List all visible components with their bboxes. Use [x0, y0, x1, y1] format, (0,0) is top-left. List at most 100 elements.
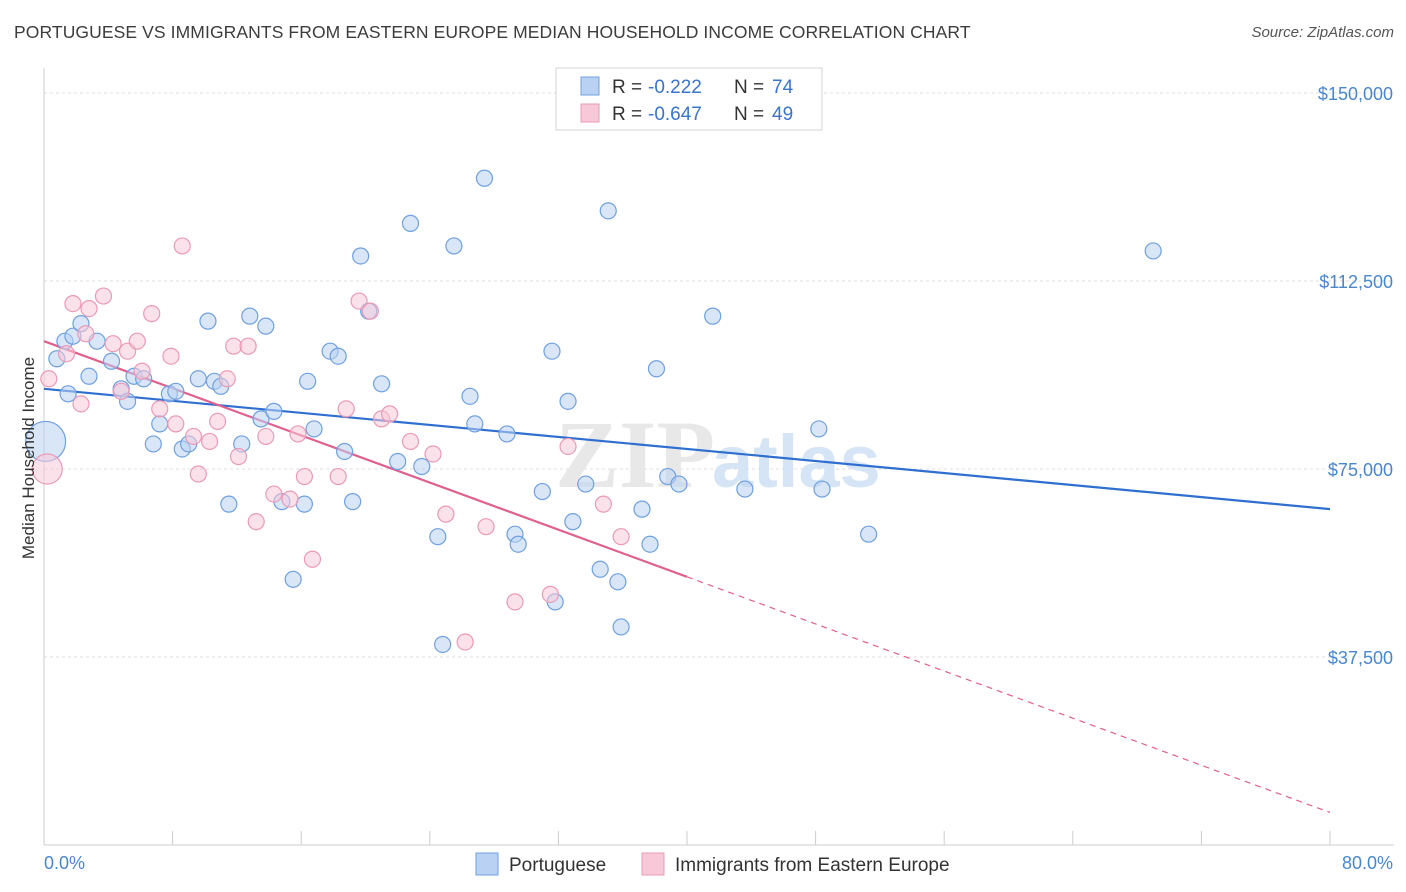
point-portuguese — [241, 307, 259, 325]
point-eastern-europe — [200, 432, 219, 451]
watermark-zip: ZIP — [555, 401, 715, 508]
point-eastern-europe — [303, 550, 322, 568]
point-portuguese — [144, 435, 162, 453]
point-portuguese — [220, 495, 238, 513]
point-eastern-europe — [401, 432, 420, 451]
point-portuguese — [461, 387, 479, 405]
point-portuguese — [401, 214, 420, 232]
legend-r-value: -0.647 — [648, 104, 702, 125]
point-portuguese — [670, 475, 688, 493]
point-eastern-europe — [112, 382, 130, 400]
point-portuguese — [265, 402, 283, 420]
point-portuguese — [299, 372, 317, 390]
point-eastern-europe — [64, 294, 82, 313]
point-portuguese — [1144, 242, 1162, 260]
point-portuguese — [704, 307, 722, 325]
point-portuguese — [860, 525, 878, 543]
point-eastern-europe — [229, 447, 248, 466]
point-portuguese — [59, 385, 77, 403]
series-legend: Portuguese Immigrants from Eastern Europe — [475, 852, 950, 876]
point-eastern-europe — [506, 593, 524, 611]
point-eastern-europe — [133, 362, 151, 380]
legend-n-label: N = — [734, 104, 764, 125]
stats-legend: R = -0.222 N = 74 R = -0.647 N = 49 — [555, 67, 823, 131]
source-label: Source: ZipAtlas.com — [1251, 24, 1394, 41]
point-eastern-europe — [541, 585, 559, 603]
trend-line-extension — [686, 576, 1331, 813]
x-tick-label-min: 0.0% — [44, 853, 85, 873]
point-eastern-europe — [225, 337, 243, 355]
point-eastern-europe — [350, 292, 368, 310]
point-eastern-europe — [72, 395, 90, 413]
point-portuguese — [305, 420, 323, 438]
point-portuguese — [167, 382, 185, 400]
point-portuguese — [591, 560, 609, 578]
stats-legend-box — [555, 67, 823, 131]
point-portuguese — [475, 169, 494, 187]
point-portuguese — [498, 425, 516, 443]
point-eastern-europe — [143, 305, 161, 323]
y-axis-title: Median Household Income — [19, 357, 38, 559]
point-portuguese — [199, 312, 217, 330]
legend-swatch — [580, 103, 600, 123]
watermark: ZIP atlas — [555, 401, 881, 508]
point-eastern-europe — [218, 370, 236, 388]
point-eastern-europe — [167, 415, 185, 433]
point-portuguese — [736, 480, 754, 498]
y-tick-label: $112,500 — [1319, 272, 1393, 292]
point-portuguese — [329, 347, 347, 365]
x-tick-label-max: 80.0% — [1342, 853, 1393, 873]
point-portuguese — [434, 635, 452, 654]
point-eastern-europe — [289, 425, 307, 443]
point-eastern-europe — [337, 400, 355, 418]
legend-r-label: R = — [612, 104, 642, 125]
point-portuguese — [509, 535, 527, 553]
point-eastern-europe — [247, 513, 265, 531]
point-portuguese — [413, 457, 431, 476]
series-legend-swatch — [641, 852, 665, 876]
point-portuguese — [189, 370, 207, 388]
legend-n-value: 49 — [772, 104, 793, 125]
y-axis-labels: $150,000 $112,500 $75,000 $37,500 — [1318, 84, 1393, 668]
point-eastern-europe — [104, 335, 122, 353]
y-tick-label: $150,000 — [1318, 84, 1393, 104]
point-portuguese — [295, 495, 314, 513]
data-points — [25, 169, 1162, 654]
point-portuguese — [252, 410, 270, 428]
trend-line-portuguese — [43, 387, 1331, 511]
x-axis-labels: 0.0% 80.0% — [44, 853, 1393, 873]
point-portuguese — [577, 475, 595, 493]
point-eastern-europe — [94, 287, 113, 305]
y-tick-label: $75,000 — [1328, 460, 1393, 480]
point-eastern-europe — [151, 400, 169, 418]
point-portuguese — [813, 480, 831, 498]
point-eastern-europe — [381, 405, 399, 423]
point-portuguese — [641, 535, 659, 553]
point-eastern-europe — [456, 633, 474, 651]
point-eastern-europe — [594, 495, 613, 513]
point-portuguese — [559, 392, 577, 410]
point-eastern-europe — [257, 427, 275, 446]
point-eastern-europe — [329, 467, 347, 486]
point-portuguese — [151, 415, 169, 433]
series-legend-label: Portuguese — [509, 855, 606, 876]
point-eastern-europe — [559, 437, 577, 456]
point-portuguese — [257, 317, 275, 335]
legend-r-value: -0.222 — [648, 77, 702, 98]
point-eastern-europe — [40, 370, 58, 388]
point-eastern-europe — [80, 300, 98, 318]
point-portuguese — [344, 493, 362, 511]
legend-swatch — [580, 76, 600, 96]
point-portuguese — [599, 202, 617, 220]
point-portuguese — [352, 247, 370, 265]
point-portuguese — [466, 415, 484, 433]
point-eastern-europe — [612, 528, 630, 546]
point-eastern-europe — [57, 345, 76, 363]
point-portuguese — [336, 442, 354, 461]
legend-n-value: 74 — [772, 77, 794, 98]
point-portuguese — [633, 500, 651, 518]
point-eastern-europe — [477, 518, 495, 536]
point-portuguese — [80, 367, 98, 385]
point-portuguese — [612, 618, 630, 636]
point-portuguese — [543, 342, 561, 360]
